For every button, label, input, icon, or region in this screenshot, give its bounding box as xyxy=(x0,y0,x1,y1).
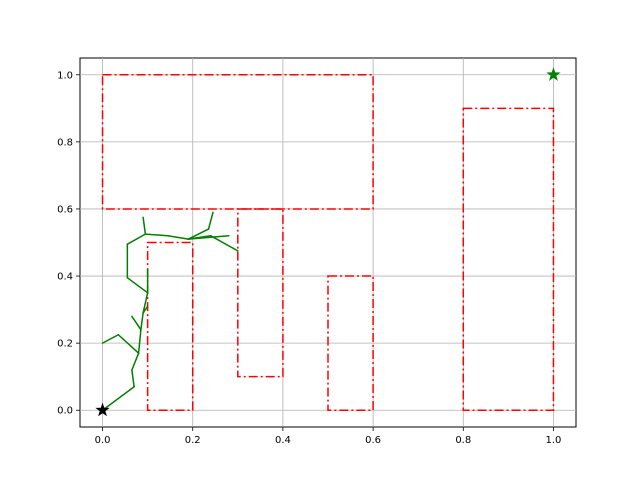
tree-edge xyxy=(210,235,239,252)
tree-edge xyxy=(126,276,149,294)
x-tick-label: 0.4 xyxy=(275,435,291,446)
tree-edge xyxy=(101,334,120,344)
y-tick-label: 0.0 xyxy=(57,406,73,417)
x-tick-label: 1.0 xyxy=(546,435,562,446)
y-tick-label: 0.4 xyxy=(57,272,73,283)
tree-edge xyxy=(131,352,140,371)
y-axis-ticks: 0.0 0.2 0.4 0.6 0.8 1.0 xyxy=(57,70,80,417)
tree-edge xyxy=(167,235,189,240)
x-axis-ticks: 0.0 0.2 0.4 0.6 0.8 1.0 xyxy=(95,427,562,446)
tree-edge xyxy=(131,369,135,388)
markers xyxy=(95,67,561,417)
tree-edge xyxy=(142,216,147,235)
y-tick-label: 0.6 xyxy=(57,204,73,215)
y-tick-label: 0.2 xyxy=(57,339,73,350)
tree-edge xyxy=(117,334,140,354)
tree-edge xyxy=(140,312,144,331)
tree-edge xyxy=(187,235,212,240)
x-tick-label: 0.0 xyxy=(95,435,111,446)
obstacles xyxy=(101,74,555,411)
tree-edge xyxy=(187,228,210,240)
x-tick-label: 0.6 xyxy=(365,435,381,446)
y-tick-label: 1.0 xyxy=(57,70,73,81)
x-tick-label: 0.2 xyxy=(185,435,201,446)
start-marker-star-icon xyxy=(95,402,110,417)
obstacle-rect xyxy=(237,208,284,378)
obstacle-rect xyxy=(462,107,555,411)
tree-edge xyxy=(131,315,142,331)
tree-edge xyxy=(142,292,149,314)
goal-marker-star-icon xyxy=(546,67,561,81)
tree-edge xyxy=(101,385,135,411)
obstacle-rect xyxy=(327,275,374,411)
tree-edge xyxy=(137,328,142,354)
y-tick-label: 0.8 xyxy=(57,137,73,148)
plot-frame xyxy=(79,57,577,428)
x-tick-label: 0.8 xyxy=(455,435,471,446)
tree-edge xyxy=(126,233,147,245)
tree-edges xyxy=(101,211,239,411)
tree-edge xyxy=(207,211,214,230)
obstacle-rect xyxy=(146,241,194,411)
tree-edge xyxy=(144,233,169,237)
